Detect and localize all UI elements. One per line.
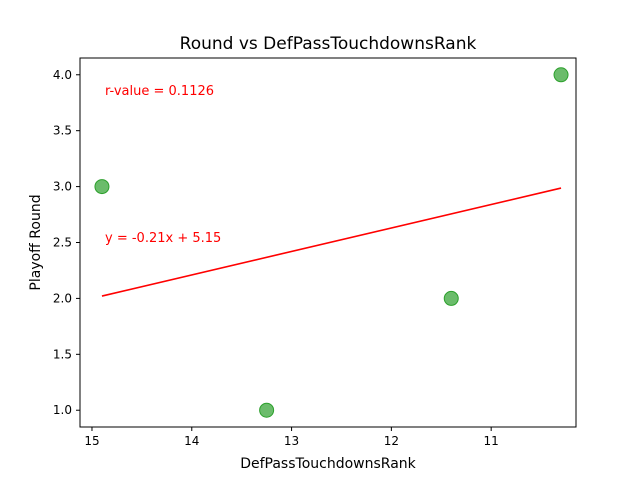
y-tick-label: 3.5 [53, 124, 72, 138]
chart-marks [94, 67, 569, 418]
data-point [443, 290, 459, 306]
chart-title: Round vs DefPassTouchdownsRank [180, 34, 477, 54]
x-tick-label: 15 [84, 434, 99, 448]
r-value-annotation: r-value = 0.1126 [105, 84, 214, 99]
y-tick-label: 2.0 [53, 291, 72, 305]
y-tick-label: 3.0 [53, 180, 72, 194]
x-tick-label: 12 [384, 434, 399, 448]
data-point [259, 402, 275, 418]
chart-axes: 15 14 13 12 11 1.0 1.5 2.0 2.5 3.0 3.5 4.0 [53, 57, 577, 448]
y-axis-label: Playoff Round [28, 194, 44, 290]
x-tick-label: 13 [284, 434, 299, 448]
regression-line [101, 187, 562, 297]
y-tick-label: 2.5 [53, 236, 72, 250]
regression-equation-annotation: y = -0.21x + 5.15 [105, 231, 221, 246]
y-tick-label: 1.5 [53, 347, 72, 361]
y-tick-label: 1.0 [53, 403, 72, 417]
x-axis-label: DefPassTouchdownsRank [240, 456, 416, 472]
x-tick-label: 11 [484, 434, 499, 448]
y-tick-label: 4.0 [53, 68, 72, 82]
x-tick-label: 14 [184, 434, 199, 448]
data-point [94, 179, 110, 195]
data-point [553, 67, 569, 83]
